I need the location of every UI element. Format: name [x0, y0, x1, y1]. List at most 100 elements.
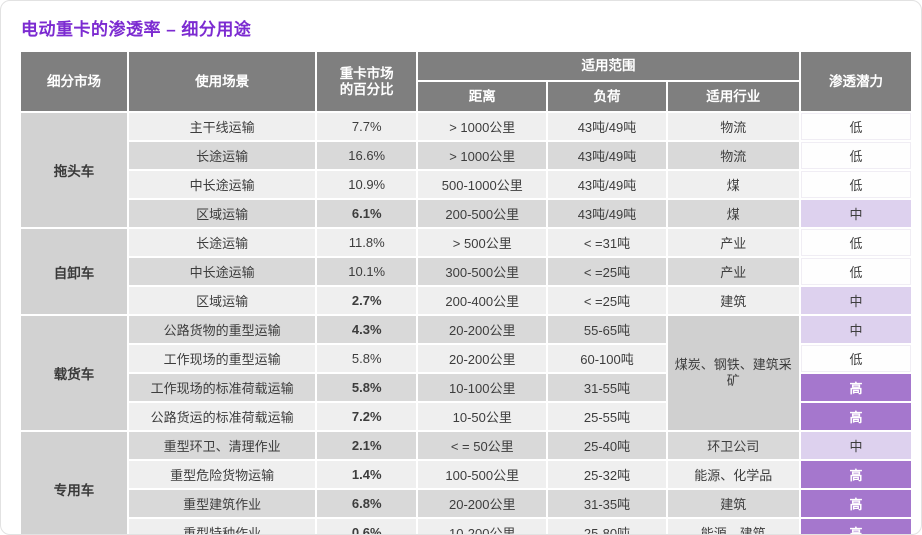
cell-industry: 物流 [667, 113, 799, 140]
cell-distance: > 500公里 [418, 229, 547, 256]
cell-potential: 高 [800, 374, 911, 401]
cell-load: 55-65吨 [548, 316, 666, 343]
cell-distance: 200-400公里 [418, 287, 547, 314]
cell-pct: 10.1% [317, 258, 417, 285]
cell-pct: 2.7% [317, 287, 417, 314]
table-row: 中长途运输 10.1% 300-500公里 < =25吨 产业 低 [21, 258, 911, 285]
table-row: 重型危险货物运输 1.4% 100-500公里 25-32吨 能源、化学品 高 [21, 461, 911, 488]
cell-industry: 建筑 [667, 287, 799, 314]
cell-potential: 低 [800, 142, 911, 169]
table-row: 重型建筑作业 6.8% 20-200公里 31-35吨 建筑 高 [21, 490, 911, 517]
header-segment: 细分市场 [21, 52, 127, 111]
cell-distance: 200-500公里 [418, 200, 547, 227]
cell-potential: 高 [800, 403, 911, 430]
cell-pct: 6.8% [317, 490, 417, 517]
cell-scenario: 重型危险货物运输 [128, 461, 316, 488]
header-potential: 渗透潜力 [800, 52, 911, 111]
cell-pct: 10.9% [317, 171, 417, 198]
cell-potential: 中 [800, 200, 911, 227]
cell-distance: 20-200公里 [418, 345, 547, 372]
cell-distance: 10-200公里 [418, 519, 547, 534]
cell-load: 25-55吨 [548, 403, 666, 430]
header-row-sub: 距离 负荷 适用行业 [21, 82, 911, 111]
cell-potential: 低 [800, 258, 911, 285]
header-industry: 适用行业 [667, 82, 799, 111]
cell-load: 31-35吨 [548, 490, 666, 517]
cell-industry: 能源、化学品 [667, 461, 799, 488]
table-row: 区域运输 6.1% 200-500公里 43吨/49吨 煤 中 [21, 200, 911, 227]
cell-load: 43吨/49吨 [548, 200, 666, 227]
cell-potential: 中 [800, 316, 911, 343]
cell-load: < =25吨 [548, 287, 666, 314]
cell-load: 25-80吨 [548, 519, 666, 534]
cell-load: 43吨/49吨 [548, 142, 666, 169]
cell-pct: 5.8% [317, 345, 417, 372]
cell-distance: 10-100公里 [418, 374, 547, 401]
table-row: 区域运输 2.7% 200-400公里 < =25吨 建筑 中 [21, 287, 911, 314]
cell-potential: 中 [800, 432, 911, 459]
header-scope: 适用范围 [418, 52, 799, 80]
cell-load: 43吨/49吨 [548, 171, 666, 198]
cell-pct: 2.1% [317, 432, 417, 459]
cell-potential: 低 [800, 345, 911, 372]
cell-potential: 高 [800, 490, 911, 517]
header-pct-line1: 重卡市场 [339, 65, 394, 81]
header-load: 负荷 [548, 82, 666, 111]
cell-load: < =25吨 [548, 258, 666, 285]
header-scenario: 使用场景 [128, 52, 316, 111]
cell-scenario: 工作现场的重型运输 [128, 345, 316, 372]
cell-distance: 20-200公里 [418, 316, 547, 343]
cell-distance: > 1000公里 [418, 113, 547, 140]
cell-pct: 0.6% [317, 519, 417, 534]
cell-scenario: 区域运输 [128, 200, 316, 227]
cell-scenario: 工作现场的标准荷载运输 [128, 374, 316, 401]
segment-cell-dump: 自卸车 [21, 229, 127, 314]
cell-pct: 4.3% [317, 316, 417, 343]
cell-distance: < = 50公里 [418, 432, 547, 459]
cell-distance: 10-50公里 [418, 403, 547, 430]
cell-potential: 低 [800, 171, 911, 198]
segment-cell-tractor: 拖头车 [21, 113, 127, 227]
cell-industry-merged: 煤炭、钢铁、建筑采矿 [667, 316, 799, 430]
cell-scenario: 重型特种作业 [128, 519, 316, 534]
cell-load: 43吨/49吨 [548, 113, 666, 140]
cell-distance: > 1000公里 [418, 142, 547, 169]
header-distance: 距离 [418, 82, 547, 111]
page-title: 电动重卡的渗透率 – 细分用途 [21, 20, 252, 39]
cell-pct: 1.4% [317, 461, 417, 488]
table-row: 重型特种作业 0.6% 10-200公里 25-80吨 能源、建筑 高 [21, 519, 911, 534]
cell-scenario: 区域运输 [128, 287, 316, 314]
penetration-table: 细分市场 使用场景 重卡市场 的百分比 适用范围 渗透潜力 距离 负荷 适用行业… [19, 50, 913, 534]
cell-distance: 300-500公里 [418, 258, 547, 285]
cell-scenario: 主干线运输 [128, 113, 316, 140]
cell-pct: 5.8% [317, 374, 417, 401]
cell-scenario: 公路货物的重型运输 [128, 316, 316, 343]
cell-industry: 煤 [667, 171, 799, 198]
cell-potential: 高 [800, 519, 911, 534]
header-pct: 重卡市场 的百分比 [317, 52, 417, 111]
table-row: 载货车 公路货物的重型运输 4.3% 20-200公里 55-65吨 煤炭、钢铁… [21, 316, 911, 430]
cell-scenario: 重型环卫、清理作业 [128, 432, 316, 459]
header-row-top: 细分市场 使用场景 重卡市场 的百分比 适用范围 渗透潜力 [21, 52, 911, 111]
cell-industry: 产业 [667, 229, 799, 256]
cell-load: 60-100吨 [548, 345, 666, 372]
cell-load: 25-32吨 [548, 461, 666, 488]
table-row: 中长途运输 10.9% 500-1000公里 43吨/49吨 煤 低 [21, 171, 911, 198]
table-row: 专用车 重型环卫、清理作业 2.1% < = 50公里 25-40吨 环卫公司 … [21, 432, 911, 534]
cell-industry: 煤 [667, 200, 799, 227]
header-pct-line2: 的百分比 [339, 81, 394, 97]
cell-industry: 物流 [667, 142, 799, 169]
cell-potential: 中 [800, 287, 911, 314]
cell-load: < =31吨 [548, 229, 666, 256]
cell-industry: 能源、建筑 [667, 519, 799, 534]
cell-load: 25-40吨 [548, 432, 666, 459]
cell-pct: 11.8% [317, 229, 417, 256]
cell-pct: 6.1% [317, 200, 417, 227]
cell-scenario: 长途运输 [128, 142, 316, 169]
table-row: 公路货运的标准荷载运输 7.2% 10-50公里 25-55吨 高 [21, 403, 911, 430]
cell-industry: 产业 [667, 258, 799, 285]
cell-load: 31-55吨 [548, 374, 666, 401]
segment-cell-cargo: 载货车 [21, 316, 127, 430]
cell-scenario: 公路货运的标准荷载运输 [128, 403, 316, 430]
table-row: 工作现场的重型运输 5.8% 20-200公里 60-100吨 低 [21, 345, 911, 372]
